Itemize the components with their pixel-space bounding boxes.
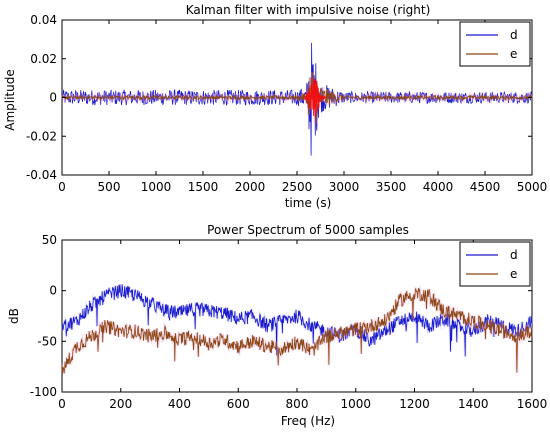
x-tick-label: 800 [286,397,309,411]
x-tick-label: 0 [58,397,66,411]
x-tick-label: 4000 [423,180,454,194]
series-d-line [62,284,533,357]
x-tick-label: 1000 [141,180,172,194]
x-tick-label: 400 [168,397,191,411]
y-tick-label: 0 [49,91,57,105]
series-e-line [61,72,533,124]
impulse-line [304,78,328,119]
chart1-xlabel: time (s) [285,196,332,210]
legend-label-e: e [510,267,517,281]
y-tick-label: -0.04 [26,168,57,182]
x-tick-label: 2500 [282,180,313,194]
chart2-title: Power Spectrum of 5000 samples [207,223,409,237]
plot-area [61,239,533,393]
x-tick-label: 3000 [329,180,360,194]
legend-label-d: d [510,28,518,42]
x-tick-label: 5000 [517,180,548,194]
x-tick-label: 600 [227,397,250,411]
x-tick-label: 4500 [470,180,501,194]
chart2-power-spectrum: 0 200 400 600 800 1000 1200 1400 1600 50 0 -50 -100 d… [30,233,548,411]
chart1-amplitude: 0 500 1000 1500 2000 2500 3000 3500 4000 4500 5000… [26,13,547,194]
legend: de [459,21,531,67]
y-tick-label: 0 [49,284,57,298]
chart2-ylabel: dB [7,308,21,324]
x-tick-label: 1200 [399,397,430,411]
y-tick-label: 50 [42,233,57,247]
x-tick-label: 1500 [188,180,219,194]
x-tick-label: 0 [58,180,66,194]
x-tick-label: 3500 [376,180,407,194]
series-e [60,284,534,374]
x-tick-label: 500 [98,180,121,194]
y-tick-label: -100 [30,385,57,399]
x-tick-label: 1000 [340,397,371,411]
y-tick-label: 0.02 [30,52,57,66]
chart2-xlabel: Freq (Hz) [281,414,335,428]
legend-box [459,21,531,67]
series-d [61,284,534,357]
legend-label-e: e [510,47,517,61]
y-tick-label: 0.04 [30,13,57,27]
impulse-burst [304,78,328,119]
x-tick-label: 1600 [517,397,548,411]
x-tick-label: 2000 [235,180,266,194]
ticks: 0 500 1000 1500 2000 2500 3000 3500 4000 4500 5000… [26,13,547,194]
legend: de [459,241,531,287]
legend-box [459,241,531,287]
y-tick-label: -0.02 [26,129,57,143]
x-tick-label: 1400 [458,397,489,411]
x-tick-label: 200 [109,397,132,411]
y-tick-label: -50 [37,334,57,348]
legend-label-d: d [510,248,518,262]
series-e [60,72,534,124]
chart1-title: Kalman filter with impulsive noise (righ… [186,3,431,17]
series-e-line [61,287,533,374]
ticks: 0 200 400 600 800 1000 1200 1400 1600 50 0 -50 -100 [30,233,548,411]
chart1-ylabel: Amplitude [3,69,17,131]
